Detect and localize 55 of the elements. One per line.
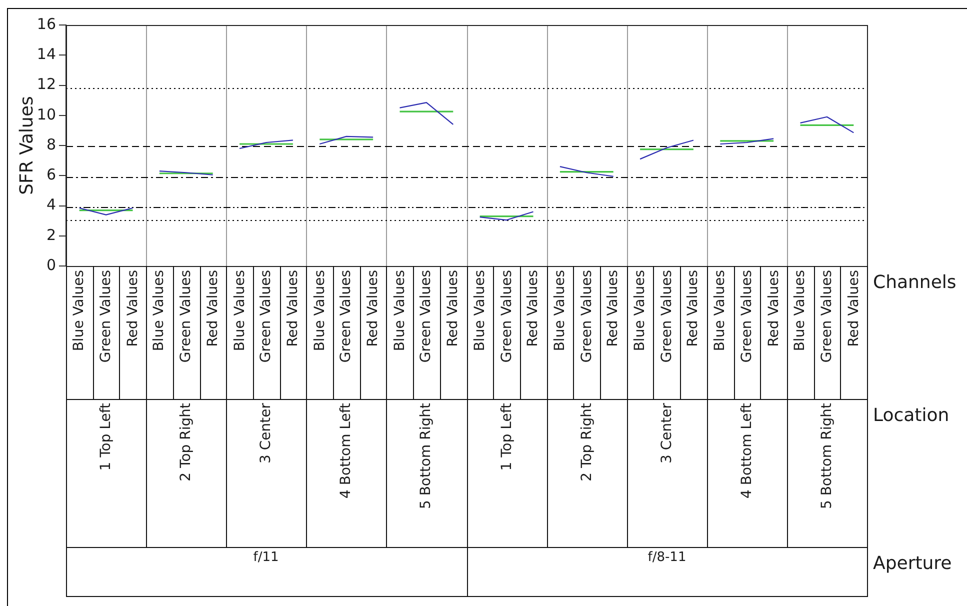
- y-axis-title: SFR Values: [16, 96, 38, 195]
- y-tick-label: 4: [46, 196, 56, 214]
- x-tick-label: Green Values: [338, 270, 354, 363]
- x-tick-label: Red Values: [365, 270, 382, 347]
- x-tick-label: Green Values: [98, 270, 114, 363]
- x-tick-label: Green Values: [658, 270, 675, 363]
- text: 4 Bottom Left: [338, 403, 354, 498]
- y-tick-label: 6: [46, 166, 56, 184]
- x-tick-label: Blue Values: [632, 270, 648, 352]
- x-tick-label: Green Values: [498, 270, 515, 363]
- text: 2 Top Right: [178, 403, 194, 482]
- x-tick-label: Red Values: [284, 270, 301, 347]
- text: 4 Bottom Left: [738, 403, 755, 498]
- y-tick-label: 10: [36, 105, 56, 124]
- x-tick-label: Blue Values: [792, 270, 808, 352]
- x-tick-label: Green Values: [178, 270, 194, 363]
- x-tick-label: Green Values: [258, 270, 274, 363]
- y-tick-label: 8: [46, 135, 56, 154]
- x-tick-label: Red Values: [525, 270, 542, 347]
- text: Aperture: [873, 553, 952, 574]
- y-tick-label: 0: [46, 256, 56, 274]
- x-tick-label: Red Values: [445, 270, 462, 347]
- y-tick-label: 16: [36, 14, 56, 33]
- y-tick-label: 14: [36, 45, 56, 64]
- x-tick-label: Blue Values: [712, 270, 728, 352]
- x-tick-label: Red Values: [124, 270, 141, 347]
- x-tick-label: Blue Values: [552, 270, 568, 352]
- text: 5 Bottom Right: [818, 403, 835, 510]
- text: 1 Top Left: [98, 403, 114, 471]
- y-tick-label: 2: [46, 226, 56, 244]
- x-tick-label: Green Values: [578, 270, 595, 363]
- x-tick-label: Red Values: [685, 270, 702, 347]
- y-tick-label: 12: [36, 75, 56, 94]
- text: 3 Center: [258, 403, 274, 464]
- text: f/11: [253, 550, 279, 565]
- x-tick-label: Blue Values: [232, 270, 248, 352]
- text: f/8-11: [648, 550, 686, 565]
- x-tick-label: Green Values: [738, 270, 755, 363]
- x-tick-label: Blue Values: [71, 270, 88, 352]
- x-tick-label: Red Values: [766, 270, 782, 347]
- x-tick-label: Green Values: [818, 270, 835, 363]
- x-tick-label: Blue Values: [392, 270, 408, 352]
- x-tick-label: Red Values: [204, 270, 221, 347]
- text: 2 Top Right: [578, 403, 595, 482]
- text: Location: [873, 405, 950, 426]
- text: 3 Center: [658, 403, 675, 464]
- x-tick-label: Red Values: [846, 270, 862, 347]
- x-tick-label: Blue Values: [151, 270, 168, 352]
- x-tick-label: Blue Values: [472, 270, 488, 352]
- text: 1 Top Left: [498, 403, 515, 471]
- x-tick-label: Green Values: [418, 270, 434, 363]
- x-tick-label: Red Values: [605, 270, 622, 347]
- x-tick-label: Blue Values: [312, 270, 328, 352]
- text: 5 Bottom Right: [418, 403, 434, 510]
- text: Channels: [873, 272, 956, 293]
